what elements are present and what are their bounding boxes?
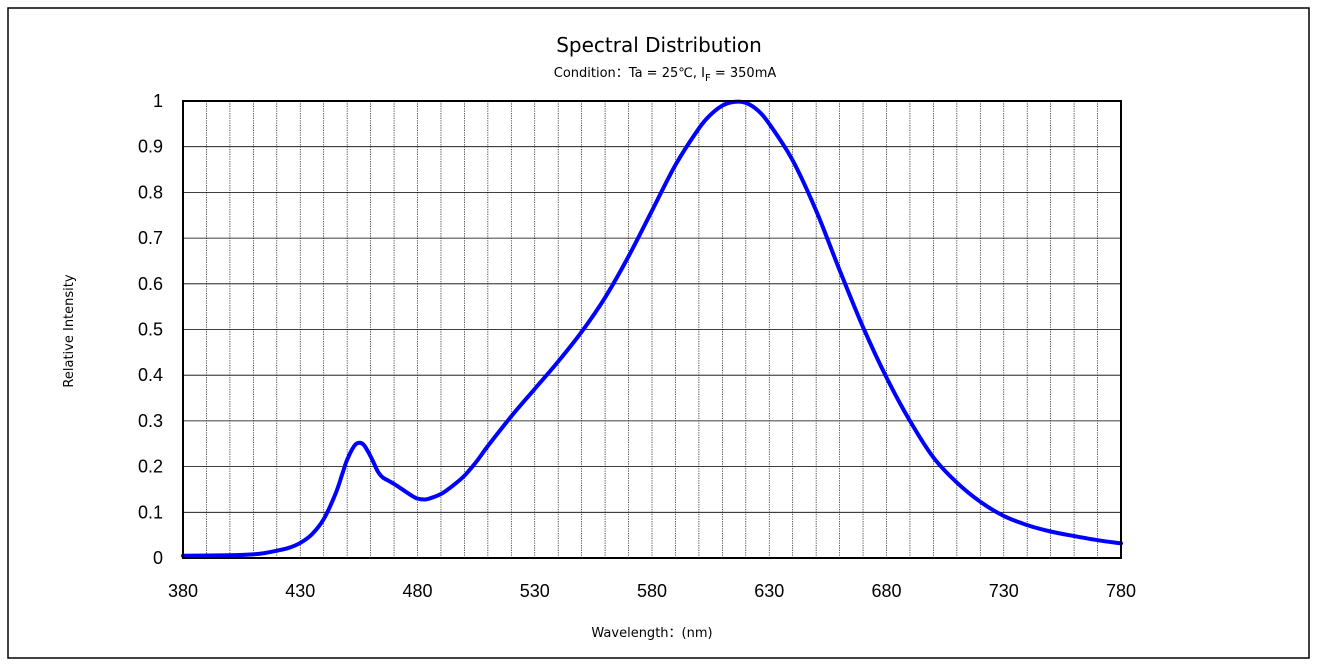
y-tick-label: 0.6 [138,274,163,294]
plot-area-border [182,100,1122,559]
y-tick-label: 0.3 [138,411,163,431]
chart-frame [7,7,1310,659]
series-layer [181,99,1123,558]
y-tick-label: 0.2 [138,457,163,477]
x-tick-label: 580 [637,581,667,601]
y-tick-label: 0.8 [138,182,163,202]
x-tick-label: 630 [754,581,784,601]
y-tick-label: 0.9 [138,137,163,157]
x-tick-label: 380 [168,581,198,601]
y-axis-ticks: 0 0.1 0.2 0.3 0.4 0.5 0.6 0.7 0.8 0.9 1 [138,91,163,568]
x-axis-ticks: 380 430 480 530 580 630 680 730 780 [168,581,1136,601]
x-tick-label: 430 [285,581,315,601]
spectrum-line [181,99,1123,558]
chart-title: Spectral Distribution [556,33,762,57]
subtitle-subscript: F [705,73,711,84]
y-tick-label: 0.1 [138,502,163,522]
y-tick-label: 0.4 [138,365,163,385]
subtitle-suffix: = 350mA [711,66,777,81]
y-tick-label: 0.7 [138,228,163,248]
chart-subtitle: Condition：Ta = 25℃, IF = 350mA [554,66,777,84]
x-tick-label: 530 [520,581,550,601]
subtitle-prefix: Condition：Ta = 25℃, I [554,66,705,81]
x-axis-label: Wavelength：(nm) [591,626,712,641]
y-axis-label: Relative Intensity [62,274,77,387]
y-tick-label: 1 [153,91,163,111]
y-tick-label: 0 [153,548,163,568]
x-tick-label: 480 [402,581,432,601]
x-tick-label: 680 [871,581,901,601]
x-tick-label: 780 [1106,581,1136,601]
y-tick-label: 0.5 [138,320,163,340]
x-tick-label: 730 [989,581,1019,601]
